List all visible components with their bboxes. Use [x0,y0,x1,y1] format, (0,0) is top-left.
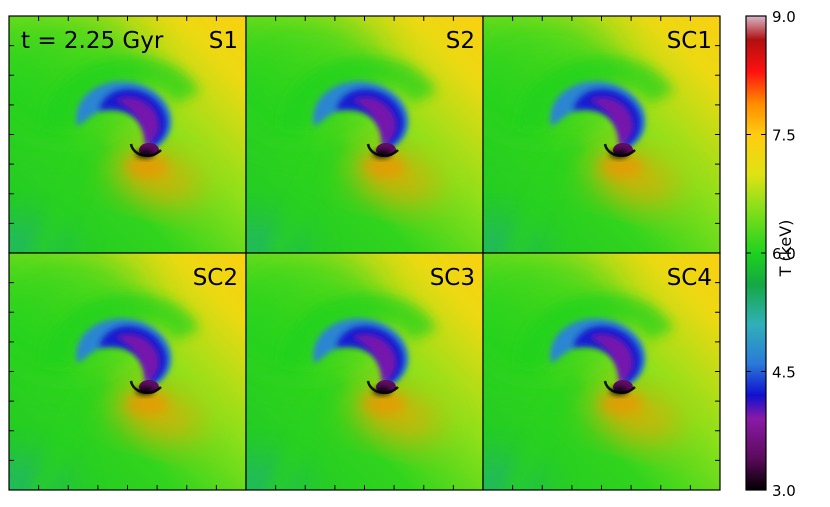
time-label: t = 2.25 Gyr [21,28,164,54]
colorbar-tick-label: 9.0 [772,8,796,26]
panel-sc1: SC1 [482,15,721,254]
panel-sc3: SC3 [245,252,484,491]
panel-label: S1 [209,28,238,54]
panel-label: S2 [446,28,475,54]
panel-label: SC2 [193,265,238,291]
colorbar-tick-label: 3.0 [772,482,796,500]
colorbar-tick-label: 4.5 [772,364,796,382]
panel-s2: S2 [245,15,484,254]
panel-label: SC1 [667,28,712,54]
colorbar-label: T (keV) [776,219,795,277]
panel-sc4: SC4 [482,252,721,491]
panel-s1: S1 [8,15,247,254]
panel-sc2: SC2 [8,252,247,491]
colorbar-tick-label: 7.5 [772,127,796,145]
colorbar-tick-label: 6.0 [772,245,796,263]
panel-label: SC4 [667,265,712,291]
panel-label: SC3 [430,265,475,291]
